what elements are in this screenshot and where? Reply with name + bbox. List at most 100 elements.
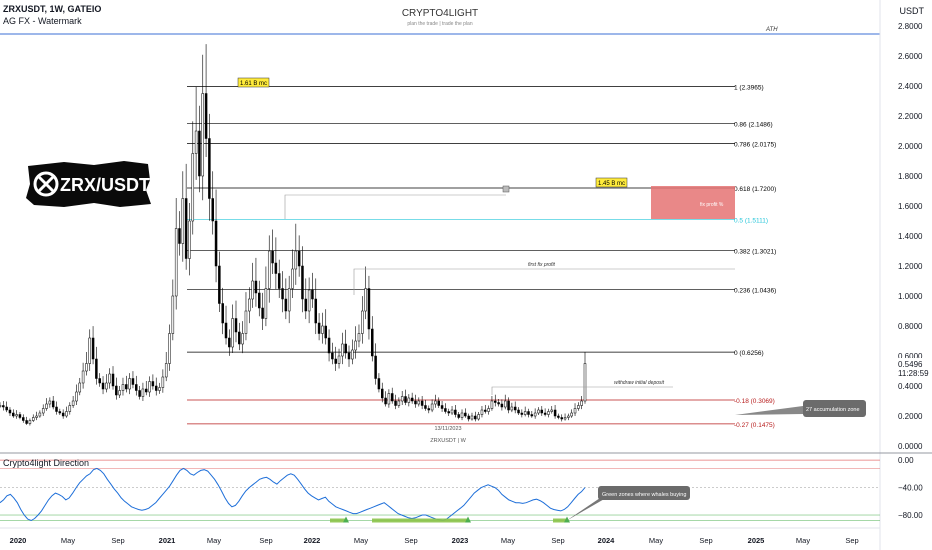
candle-body [384,397,387,405]
candle-body [258,292,261,309]
candle-body [454,409,457,415]
accumulation-label: 27 accumulation zone [806,407,860,413]
candle-body [510,406,514,411]
candle-body [474,415,477,420]
candle-body [487,408,490,412]
whale-zone [330,518,346,523]
y-tick-label: 0.0000 [898,442,923,451]
y-tick-label: 2.8000 [898,22,923,31]
whale-zone [553,518,567,523]
candle-body [553,409,557,417]
withdraw-label: withdraw initial deposit [614,380,665,386]
candle-body [520,412,524,415]
candle-body [211,198,214,222]
x-tick-label: 2023 [452,536,469,545]
candle-body [85,363,88,372]
candle-body [241,333,244,345]
candle-body [397,400,401,406]
x-tick-label: 2021 [159,536,176,545]
candle-body [321,325,324,334]
candle-body [387,393,391,405]
candle-body [417,400,421,405]
y-tick-label: 0.2000 [898,412,923,421]
x-tick-label: May [207,536,221,545]
candle-body [580,400,583,406]
fib-label: -0.18 (0.3069) [734,398,775,405]
x-tick-label: May [354,536,368,545]
candle-body [12,412,15,417]
y-tick-label: 2.6000 [898,52,923,61]
candle-body [357,333,361,342]
candle-body [184,198,188,259]
candle-body [577,405,580,409]
candle-body [301,265,304,300]
candle-body [158,387,161,391]
candle-body [427,408,431,411]
candle-body [404,396,407,403]
y-tick-label: 1.0000 [898,292,923,301]
symbol-title[interactable]: ZRXUSDT, 1W, GATEIO [3,4,102,14]
osc-line [0,467,586,522]
candle-body [128,378,131,390]
candle-body [28,420,32,424]
candle-body [58,411,62,414]
accumulation-pointer [735,406,803,415]
candle-body [115,385,118,396]
price-tag-bg [896,358,930,380]
candle-body [141,388,145,397]
candle-body [5,406,8,411]
x-tick-label: 2020 [10,536,27,545]
candle-body [38,412,42,417]
y-tick-label: 1.2000 [898,262,923,271]
candle-body [341,343,344,357]
candle-body [424,405,427,409]
green-zone-pointer [566,498,606,521]
candle-body [367,288,371,330]
indicator-name[interactable]: AG FX - Watermark [3,16,82,26]
candle-body [31,417,35,421]
candle-body [271,250,274,264]
candle-body [267,250,271,289]
candle-body [447,411,450,414]
candle-body [168,333,171,364]
candle-body [22,417,25,421]
candle-body [337,355,341,364]
candle-body [467,415,470,420]
candle-body [35,415,38,418]
candle-body [214,220,218,267]
candle-body [218,265,221,304]
candle-body [457,414,460,418]
candle-body [261,307,264,319]
candle-body [45,403,48,409]
osc-tick-label: 0.00 [898,456,914,465]
candle-body [494,400,497,403]
candle-body [347,352,351,360]
x-tick-label: 2022 [304,536,321,545]
candle-body [208,138,211,199]
countdown: 11:28:59 [898,369,929,378]
date-label: 13/11/2023 [434,426,461,432]
currency-label[interactable]: USDT [899,6,925,16]
candle-body [537,409,540,414]
candle-body [430,403,434,411]
candle-body [178,228,181,244]
indicator-title[interactable]: Crypto4light Direction [3,458,90,468]
fib-label: 0.382 (1.3021) [734,249,776,256]
candle-body [540,409,544,414]
candle-body [68,405,72,412]
ath-label: ATH [765,27,778,33]
x-tick-label: Sep [259,536,272,545]
candle-body [567,415,570,418]
candle-body [361,310,364,334]
profit-zone-box [651,186,735,219]
candle-body [0,405,2,407]
candle-body [174,228,178,297]
x-tick-label: Sep [404,536,417,545]
candle-body [460,412,464,418]
withdraw-line [491,386,673,395]
candle-body [407,397,411,403]
candle-body [297,250,301,267]
mc-label-1: 1.61 B mc [240,81,267,87]
candle-body [557,415,560,418]
